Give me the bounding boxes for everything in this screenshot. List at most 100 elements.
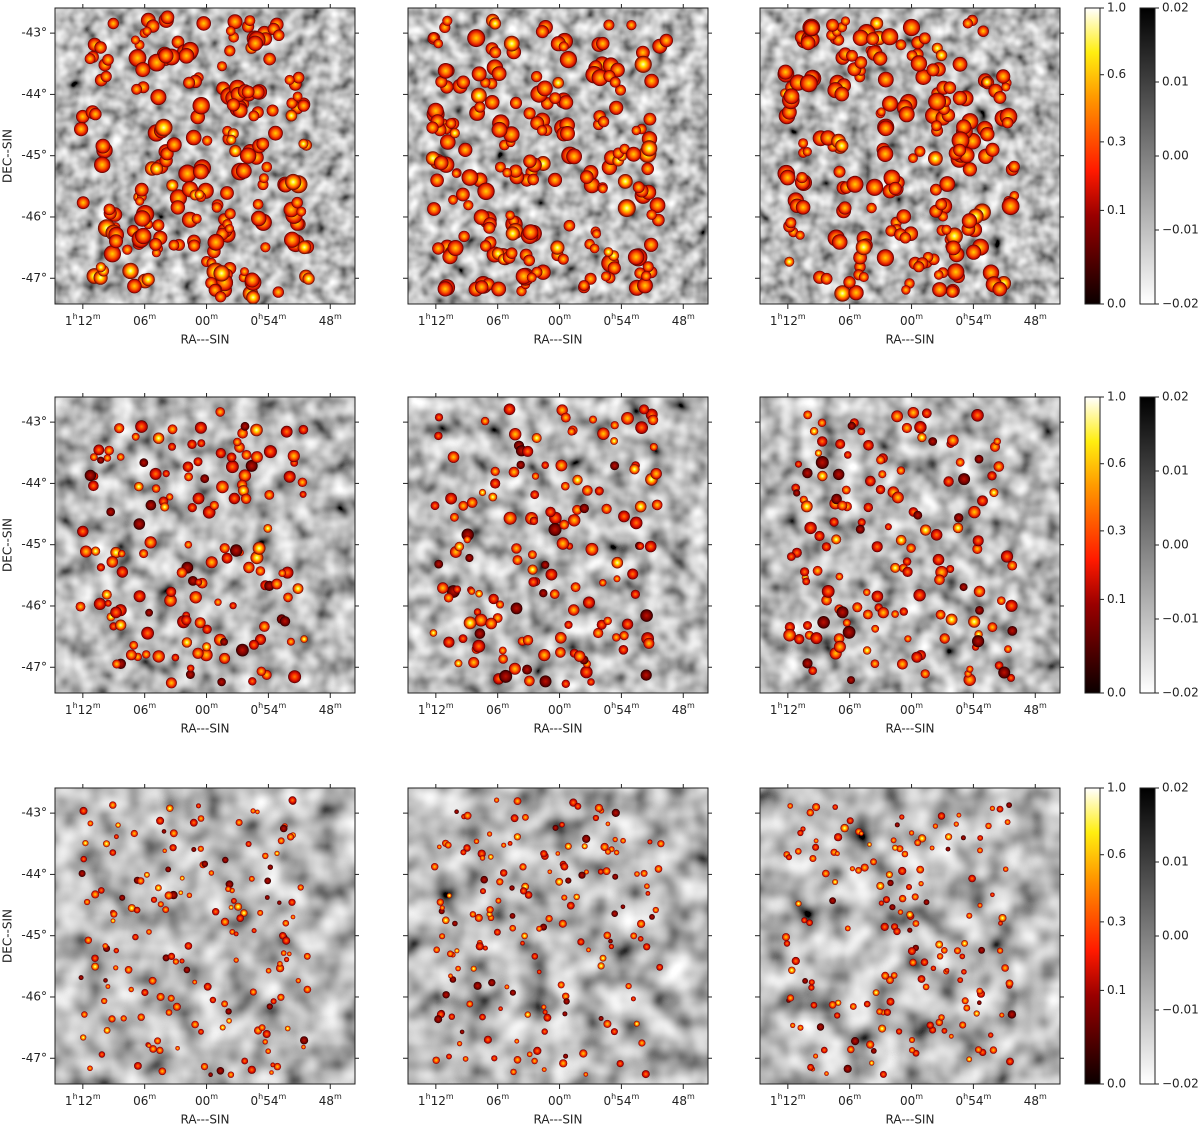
x-tick-label-part: 1 — [65, 314, 73, 328]
y-tick-label: -43° — [21, 26, 47, 40]
source — [131, 432, 140, 441]
x-tick-label-part: m — [798, 701, 806, 710]
source — [981, 76, 993, 88]
source — [566, 148, 582, 165]
source — [843, 276, 856, 289]
source — [642, 261, 654, 273]
source — [524, 891, 533, 899]
source — [846, 49, 858, 62]
x-tick-label: 1h12m — [65, 701, 101, 717]
source — [248, 677, 257, 686]
x-tick-label-part: m — [915, 701, 923, 710]
source — [273, 29, 285, 41]
x-tick-label-part: m — [1039, 1092, 1047, 1101]
source — [194, 421, 207, 434]
y-tick-label: -44° — [21, 476, 47, 490]
sources — [782, 802, 1017, 1078]
source — [162, 470, 170, 478]
source — [907, 947, 916, 956]
colorbar-tick-label: 0.01 — [1162, 464, 1189, 478]
source — [193, 457, 203, 467]
source — [587, 678, 595, 686]
y-tick-label: -47° — [21, 1051, 47, 1065]
source — [552, 77, 564, 89]
source — [509, 428, 522, 441]
source — [555, 851, 561, 856]
source — [820, 272, 833, 285]
source — [109, 849, 117, 856]
source — [799, 74, 818, 93]
x-tick-label-part: 54 — [968, 314, 983, 328]
source — [863, 588, 871, 596]
source — [261, 161, 273, 173]
source — [531, 1057, 538, 1065]
source — [901, 285, 911, 295]
source — [836, 606, 849, 619]
colorbar-tick-label: 0.01 — [1162, 75, 1189, 89]
colorbar-tick-label: −0.02 — [1162, 1077, 1199, 1091]
source — [545, 915, 553, 923]
source — [202, 642, 212, 652]
source — [594, 803, 603, 813]
source — [596, 36, 610, 51]
source — [236, 914, 244, 922]
source — [285, 109, 298, 122]
source — [178, 890, 184, 896]
source — [523, 254, 535, 267]
source — [298, 138, 309, 149]
x-tick-label: 48m — [672, 1092, 695, 1108]
source — [522, 664, 533, 675]
source — [297, 477, 308, 487]
source — [909, 958, 917, 967]
sources — [783, 407, 1018, 686]
source — [626, 20, 637, 31]
source — [226, 98, 240, 112]
x-tick-label-part: 06 — [838, 703, 853, 717]
source — [448, 973, 453, 979]
source — [897, 909, 904, 915]
x-tick-label: 48m — [1024, 312, 1047, 328]
source — [858, 831, 864, 836]
source — [610, 461, 620, 471]
source — [779, 169, 796, 186]
colorbar-tick-label: 0.6 — [1107, 847, 1126, 861]
source — [863, 440, 874, 451]
x-tick-label-part: 0 — [604, 1094, 612, 1108]
source — [528, 550, 537, 559]
source — [234, 902, 243, 911]
source — [513, 1056, 522, 1064]
source — [152, 432, 165, 444]
source — [999, 1012, 1005, 1018]
source — [633, 1020, 640, 1027]
source — [1006, 802, 1012, 808]
source — [608, 943, 614, 950]
source — [785, 217, 797, 229]
source — [211, 202, 223, 213]
source — [184, 942, 193, 950]
source — [893, 927, 901, 936]
source — [962, 162, 977, 177]
source — [847, 676, 855, 685]
x-tick-label: 06m — [486, 312, 509, 328]
source — [536, 969, 542, 975]
source — [212, 908, 220, 916]
source — [299, 490, 307, 498]
source — [598, 1016, 604, 1021]
source — [1005, 599, 1018, 612]
y-tick-label: -45° — [21, 537, 47, 551]
source — [943, 476, 954, 487]
source — [795, 900, 802, 907]
source — [531, 433, 542, 443]
source — [160, 502, 170, 512]
source — [488, 593, 499, 605]
source — [630, 996, 636, 1002]
source — [303, 985, 312, 994]
source — [634, 871, 640, 877]
source — [509, 924, 516, 932]
source — [88, 480, 99, 492]
source — [222, 856, 229, 864]
colorbar-tick-label: 0.1 — [1107, 983, 1126, 997]
source — [817, 436, 828, 447]
source — [960, 835, 966, 841]
